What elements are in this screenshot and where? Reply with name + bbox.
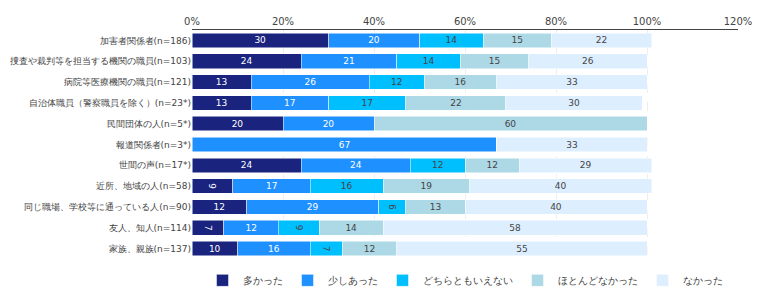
svg-text:12: 12 (214, 202, 225, 212)
svg-text:民間団体の人(n=5*): 民間団体の人(n=5*) (107, 119, 192, 129)
svg-text:なかった: なかった (683, 275, 723, 286)
svg-text:58: 58 (509, 223, 521, 233)
svg-text:22: 22 (596, 35, 607, 45)
svg-text:22: 22 (450, 98, 461, 108)
svg-text:7: 7 (203, 225, 213, 231)
svg-text:29: 29 (580, 160, 592, 170)
svg-text:20: 20 (323, 119, 335, 129)
svg-text:20: 20 (368, 35, 380, 45)
svg-text:60: 60 (505, 119, 517, 129)
svg-text:13: 13 (430, 202, 441, 212)
svg-text:6: 6 (387, 204, 397, 210)
svg-text:24: 24 (241, 56, 253, 66)
svg-text:55: 55 (516, 244, 527, 254)
svg-text:7: 7 (321, 246, 331, 252)
svg-text:40: 40 (550, 202, 562, 212)
svg-text:自治体職員（警察職員を除く）(n=23*): 自治体職員（警察職員を除く）(n=23*) (29, 98, 191, 108)
svg-text:17: 17 (361, 98, 372, 108)
svg-text:16: 16 (455, 77, 467, 87)
svg-text:120%: 120% (724, 16, 753, 27)
svg-text:60%: 60% (454, 16, 476, 27)
svg-text:24: 24 (350, 160, 362, 170)
svg-text:12: 12 (245, 223, 256, 233)
svg-text:報道関係者(n=3*): 報道関係者(n=3*) (116, 140, 192, 150)
svg-text:12: 12 (432, 160, 443, 170)
svg-text:10: 10 (209, 244, 221, 254)
svg-text:12: 12 (487, 160, 498, 170)
svg-text:近所、地域の人(n=58): 近所、地域の人(n=58) (96, 181, 191, 191)
svg-text:14: 14 (423, 56, 435, 66)
svg-text:9: 9 (207, 183, 217, 189)
svg-text:67: 67 (339, 140, 350, 150)
svg-text:30: 30 (254, 35, 266, 45)
svg-text:80%: 80% (545, 16, 567, 27)
svg-text:40%: 40% (363, 16, 385, 27)
svg-text:20%: 20% (272, 16, 294, 27)
svg-text:29: 29 (307, 202, 319, 212)
svg-text:9: 9 (294, 225, 304, 231)
svg-text:16: 16 (341, 181, 353, 191)
svg-text:14: 14 (345, 223, 357, 233)
svg-text:21: 21 (343, 56, 354, 66)
svg-text:26: 26 (582, 56, 594, 66)
svg-text:12: 12 (391, 77, 402, 87)
svg-text:14: 14 (445, 35, 457, 45)
svg-text:16: 16 (268, 244, 280, 254)
svg-text:少しあった: 少しあった (328, 275, 378, 286)
svg-text:17: 17 (266, 181, 277, 191)
svg-text:33: 33 (566, 140, 577, 150)
svg-text:15: 15 (489, 56, 500, 66)
svg-text:33: 33 (566, 77, 577, 87)
svg-text:友人、知人(n=114): 友人、知人(n=114) (109, 223, 191, 233)
svg-text:13: 13 (216, 77, 227, 87)
svg-text:病院等医療機関の職員(n=121): 病院等医療機関の職員(n=121) (64, 77, 191, 87)
svg-text:24: 24 (241, 160, 253, 170)
svg-text:ほとんどなかった: ほとんどなかった (558, 275, 638, 286)
svg-text:30: 30 (568, 98, 580, 108)
svg-text:40: 40 (555, 181, 567, 191)
svg-text:15: 15 (512, 35, 523, 45)
svg-text:同じ職場、学校等に通っている人(n=90): 同じ職場、学校等に通っている人(n=90) (24, 202, 191, 212)
svg-text:0%: 0% (184, 16, 200, 27)
svg-text:家族、親族(n=137): 家族、親族(n=137) (109, 244, 191, 254)
svg-text:100%: 100% (633, 16, 662, 27)
svg-text:加害者関係者(n=186): 加害者関係者(n=186) (100, 36, 191, 46)
svg-text:20: 20 (232, 119, 244, 129)
svg-text:世間の声(n=17*): 世間の声(n=17*) (119, 160, 191, 170)
svg-text:13: 13 (216, 98, 227, 108)
svg-text:捜査や裁判等を担当する機関の職員(n=103): 捜査や裁判等を担当する機関の職員(n=103) (10, 56, 191, 66)
svg-text:26: 26 (304, 77, 316, 87)
svg-text:17: 17 (284, 98, 295, 108)
svg-text:どちらともいえない: どちらともいえない (423, 275, 513, 286)
svg-text:12: 12 (364, 244, 375, 254)
svg-text:多かった: 多かった (243, 275, 283, 286)
svg-text:19: 19 (420, 181, 432, 191)
